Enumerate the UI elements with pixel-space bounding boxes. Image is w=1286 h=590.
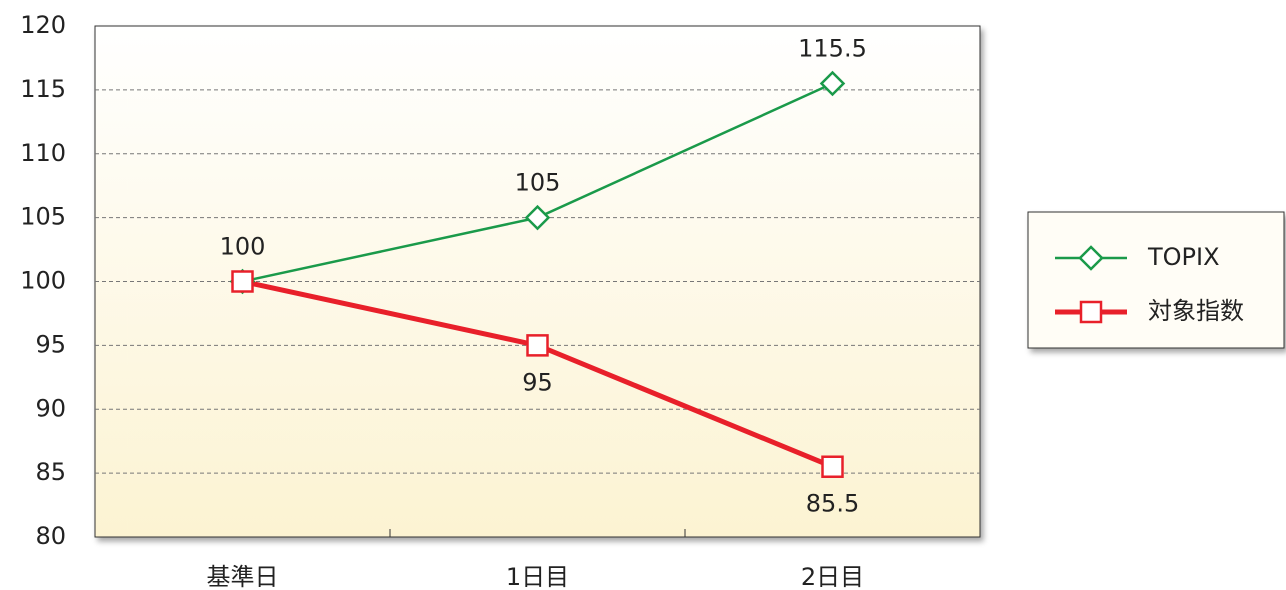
y-tick-label: 80 [35, 522, 66, 550]
y-tick-label: 120 [20, 11, 66, 39]
marker [819, 70, 846, 97]
marker [524, 204, 551, 231]
data-label: 95 [522, 368, 553, 396]
legend-marker [1079, 300, 1103, 324]
marker [821, 455, 844, 478]
x-tick-label: 1日目 [506, 563, 569, 590]
legend-marker [1078, 245, 1104, 271]
y-tick-label: 110 [20, 139, 66, 167]
legend-label: TOPIX [1147, 243, 1220, 271]
x-tick-label: 基準日 [207, 563, 279, 590]
x-tick-label: 2日目 [801, 563, 864, 590]
legend-box [1027, 211, 1285, 349]
data-label: 105 [515, 169, 561, 197]
y-tick-label: 115 [20, 75, 66, 103]
data-label: 115.5 [798, 34, 867, 62]
marker [231, 270, 254, 293]
data-label: 100 [220, 233, 266, 261]
marker [526, 334, 549, 357]
legend-label: 対象指数 [1148, 297, 1244, 325]
y-tick-label: 95 [35, 330, 66, 358]
y-tick-label: 105 [20, 203, 66, 231]
y-tick-label: 100 [20, 267, 66, 295]
y-tick-label: 90 [35, 394, 66, 422]
y-tick-label: 85 [35, 458, 66, 486]
data-label: 85.5 [806, 490, 859, 518]
